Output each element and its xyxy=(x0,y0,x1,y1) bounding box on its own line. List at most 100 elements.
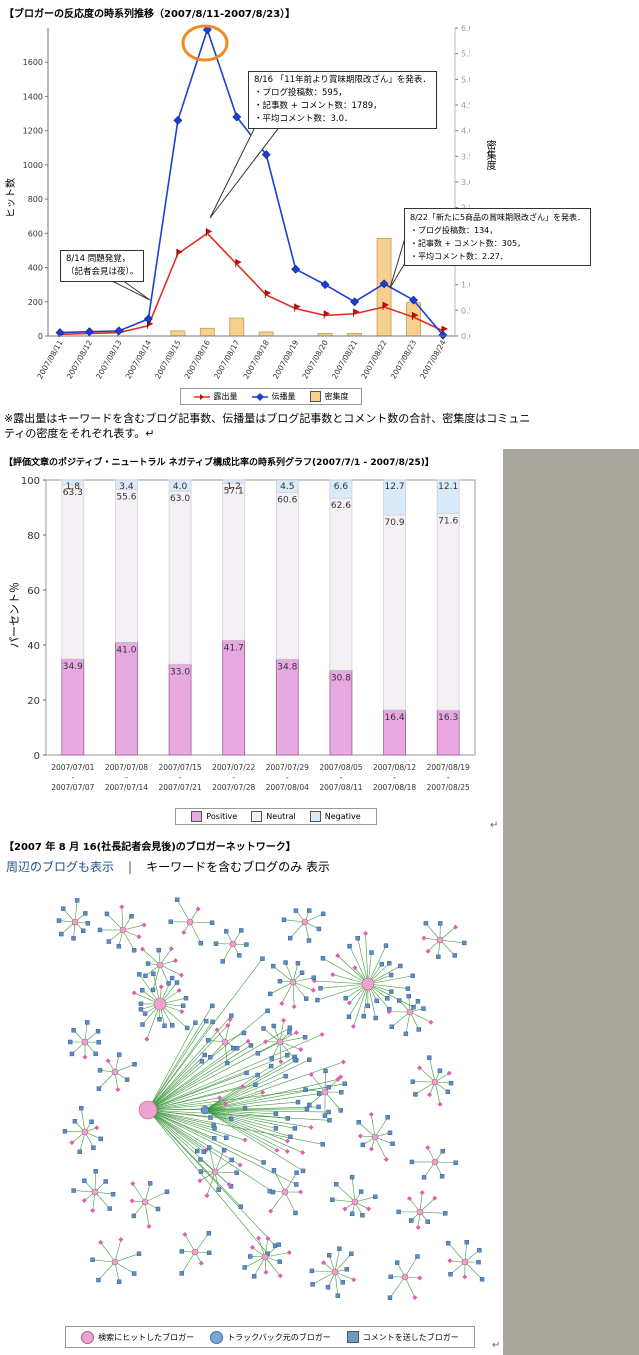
blogger-node-small xyxy=(140,946,146,952)
blue-square-icon xyxy=(346,1331,359,1343)
comment-blogger-node xyxy=(436,954,441,959)
comment-blogger-node xyxy=(261,1160,266,1165)
comment-blogger-node xyxy=(103,1179,108,1184)
blogger-node-small xyxy=(158,984,164,990)
comment-blogger-node xyxy=(271,1168,277,1173)
comment-blogger-node xyxy=(340,1280,345,1285)
network-edge xyxy=(389,1276,406,1298)
network-edge xyxy=(309,1091,326,1106)
network-edge xyxy=(122,929,135,951)
network-edge xyxy=(204,1083,345,1111)
hit-blogger-node xyxy=(153,997,167,1011)
comment-blogger-node xyxy=(251,1274,257,1279)
comment-blogger-node xyxy=(355,935,360,941)
network-edge xyxy=(189,921,213,923)
hit-blogger-node xyxy=(431,1078,439,1086)
comment-blogger-node xyxy=(294,1170,299,1175)
comment-blogger-node xyxy=(129,913,134,919)
comment-blogger-node xyxy=(203,1018,209,1024)
comment-blogger-node xyxy=(71,936,76,941)
comment-blogger-node xyxy=(157,1017,162,1022)
show-nearby-blogs-link[interactable]: 周辺のブログも表示 xyxy=(6,860,115,874)
network-edge xyxy=(270,981,294,995)
callout-aug16-line1: 8/16 「11年前より賞味期限改ざん」を発表． xyxy=(254,75,431,85)
comment-blogger-node xyxy=(212,1136,217,1141)
blogger-node-small xyxy=(227,1016,233,1022)
comment-blogger-node xyxy=(193,1020,198,1025)
comment-blogger-node xyxy=(440,1148,445,1154)
neutral-value-label: 63.0 xyxy=(170,494,190,504)
y-tick-label: 100 xyxy=(21,476,40,487)
network-edge xyxy=(204,1109,288,1142)
comment-blogger-node xyxy=(383,943,389,948)
negative-swatch xyxy=(309,811,321,822)
hit-blogger-node xyxy=(436,936,444,944)
network-edge xyxy=(279,1041,301,1050)
network-edge xyxy=(147,1005,213,1111)
hit-blogger-node xyxy=(406,1008,414,1016)
comment-blogger-node xyxy=(438,921,443,926)
x-tick-label: 2007/08/19 xyxy=(271,338,301,380)
y2-tick-label: 0.0 xyxy=(461,332,470,341)
network-edge xyxy=(367,945,387,985)
comment-blogger-node xyxy=(320,956,326,961)
comment-blogger-node xyxy=(315,997,320,1003)
network-edge xyxy=(147,1109,215,1129)
comment-blogger-node xyxy=(136,1251,142,1256)
positive-value-label: 41.7 xyxy=(224,643,244,653)
blogger-node-small xyxy=(181,929,187,935)
comment-blogger-node xyxy=(116,1279,122,1284)
network-edge xyxy=(147,1034,323,1111)
network-edge xyxy=(94,1171,96,1193)
network-edge xyxy=(371,1114,376,1138)
network-edge xyxy=(147,1109,198,1152)
show-keyword-blogs-only[interactable]: キーワードを含むブログのみ 表示 xyxy=(146,860,330,874)
legend-comment-blogger: コメントを送したブロガー xyxy=(346,1331,459,1343)
comment-blogger-node xyxy=(174,980,180,985)
comment-blogger-node xyxy=(306,938,312,943)
comment-blogger-node xyxy=(310,1282,315,1287)
comment-blogger-node xyxy=(131,1271,137,1276)
comment-blogger-node xyxy=(268,1063,274,1069)
network-edge xyxy=(147,1109,214,1126)
comment-blogger-node xyxy=(285,1116,290,1121)
reaction-time-series-chart: 020040060080010001200140016000.00.51.01.… xyxy=(4,24,470,380)
network-edge xyxy=(147,1022,196,1111)
blogger-node-small xyxy=(366,1206,372,1212)
bar-segment-neutral xyxy=(383,514,406,711)
blogger-node-small xyxy=(363,930,369,936)
blogger-node-small xyxy=(239,1083,245,1089)
blogger-node-small xyxy=(298,1046,304,1052)
x-tick-label: 2007/08/18 xyxy=(242,338,272,380)
comment-blogger-node xyxy=(283,1073,288,1079)
x-tick-label: 2007/08/16 xyxy=(183,338,213,380)
comment-blogger-node xyxy=(180,1003,186,1008)
network-edge xyxy=(147,1020,207,1111)
network-edge xyxy=(189,921,202,944)
network-edge xyxy=(447,1242,466,1263)
positive-value-label: 33.0 xyxy=(170,667,190,677)
blogger-node-small xyxy=(168,946,174,952)
comment-blogger-node xyxy=(415,999,421,1004)
callout-aug16-line2: ・ブログ投稿数：595， xyxy=(254,88,347,98)
footnote: ※露出量はキーワードを含むブログ記事数、伝播量はブログ記事数とコメント数の合計、… xyxy=(4,411,530,441)
network-edge xyxy=(147,1109,264,1163)
comment-blogger-node xyxy=(247,1254,253,1259)
comment-blogger-node xyxy=(260,956,265,961)
y2-tick-label: 5.5 xyxy=(461,50,470,59)
hit-blogger-node xyxy=(138,1100,158,1120)
blogger-node-small xyxy=(256,1235,262,1241)
network-edge xyxy=(73,1190,96,1193)
legend-trackback-label: トラックバック元のブロガー xyxy=(227,1332,331,1342)
blogger-node-small xyxy=(268,1208,274,1214)
footnote-line1: ※露出量はキーワードを含むブログ記事数、伝播量はブログ記事数とコメント数の合計、… xyxy=(4,412,531,425)
network-edge xyxy=(204,1101,299,1111)
network-edge xyxy=(357,938,369,985)
network-edge xyxy=(204,1065,272,1111)
blogger-node-small xyxy=(427,1092,433,1098)
network-edge xyxy=(281,981,294,1004)
network-edge xyxy=(348,983,369,1017)
blogger-node-small xyxy=(197,1178,203,1184)
blogger-node-small xyxy=(357,1133,363,1139)
network-edge xyxy=(264,1252,290,1258)
